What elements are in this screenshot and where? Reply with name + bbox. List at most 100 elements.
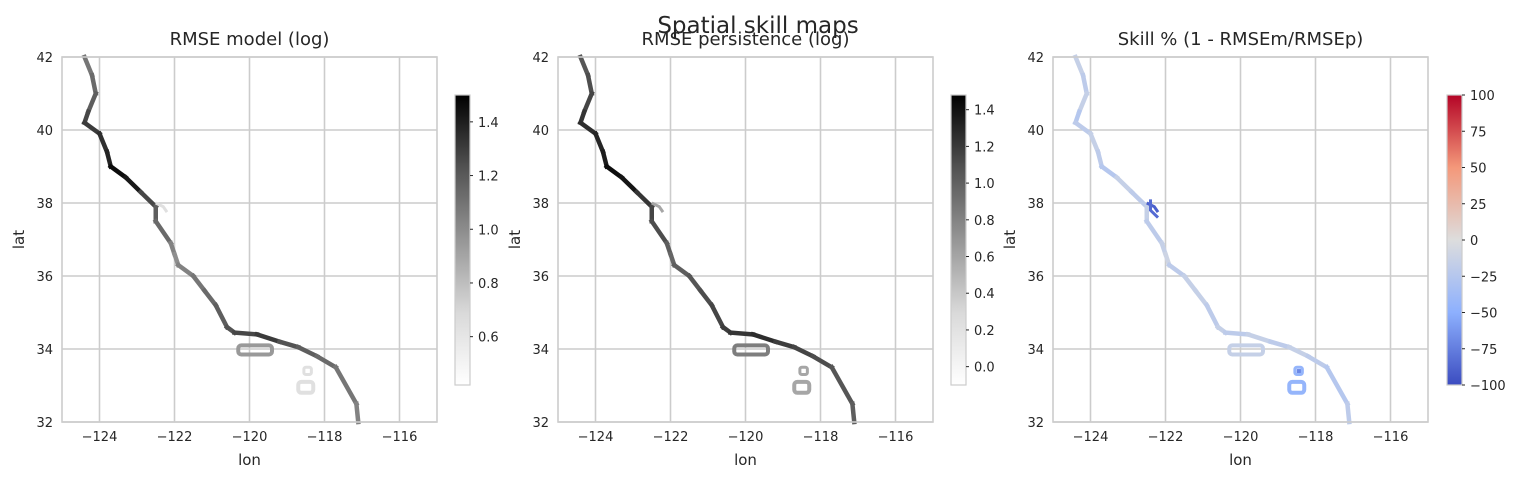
coast-cell	[1192, 287, 1210, 309]
y-tick-label: 32	[532, 416, 549, 431]
coast-cell	[353, 401, 361, 425]
coast-cell	[107, 163, 129, 181]
coast-cell	[1286, 344, 1312, 360]
colorbar-tick-label: 0.4	[974, 287, 995, 302]
coast-cell	[1181, 272, 1199, 294]
colorbar-tick-label: −25	[1470, 270, 1497, 285]
coast-cell	[232, 330, 260, 337]
coast-cell	[577, 119, 599, 137]
island-cells	[798, 365, 809, 377]
panel-title: RMSE model (log)	[170, 29, 330, 50]
coast-cell	[1087, 130, 1101, 155]
colorbar-tick-label: 0.8	[478, 277, 499, 292]
coast-cell	[671, 261, 693, 280]
x-axis-label: lon	[238, 451, 261, 469]
colorbar-tick-label: 0.2	[974, 324, 995, 339]
coast-cell	[686, 272, 704, 294]
colorbar-tick-label: −100	[1470, 379, 1506, 394]
x-tick-label: −118	[307, 430, 343, 445]
coast-cell	[828, 364, 856, 407]
axes-frame	[61, 56, 438, 423]
coast-cell	[648, 218, 670, 247]
y-axis-label: lat	[1001, 230, 1019, 249]
colorbar-tick-label: 0.6	[974, 251, 995, 266]
coast-cell	[152, 218, 174, 247]
colorbar-tick-label: 1.4	[478, 116, 499, 131]
coast-cell	[212, 302, 231, 331]
y-tick-label: 40	[36, 124, 53, 139]
coast-cell	[633, 188, 655, 210]
coast-cell	[1098, 163, 1120, 181]
coast-cell	[581, 90, 595, 115]
axes-frame	[1052, 56, 1429, 423]
colorbar-tick-label: 0	[1470, 234, 1478, 249]
colorbar-tick-label: −50	[1470, 307, 1497, 322]
coast-cell	[89, 72, 99, 97]
y-tick-label: 36	[532, 270, 549, 285]
x-tick-label: −122	[157, 430, 193, 445]
hotspot-cells	[1149, 199, 1160, 219]
y-axis-label: lat	[10, 230, 28, 249]
y-axis-label: lat	[506, 230, 524, 249]
coast-cell	[1245, 331, 1274, 345]
coast-cell	[201, 287, 219, 309]
coast-cell	[1223, 330, 1251, 337]
island-cells	[732, 343, 770, 357]
x-tick-label: −116	[1373, 430, 1409, 445]
colorbar-tick-label: 100	[1470, 89, 1495, 104]
island-cells	[1293, 365, 1304, 377]
x-tick-label: −124	[578, 430, 614, 445]
island-cells	[296, 379, 316, 395]
coast-cell	[791, 344, 817, 360]
coast-cell	[750, 331, 779, 345]
coast-cell	[175, 261, 197, 280]
figure-title: Spatial skill maps	[657, 13, 858, 39]
panel-rmse-persistence: −124 −122 −120 −118 −116 32 34 36 38 40 42 lon lat RM…	[506, 29, 995, 469]
coast-cell	[137, 188, 159, 210]
coast-cell	[81, 54, 95, 79]
coast-cell	[592, 130, 606, 155]
y-tick-label: 36	[1027, 270, 1044, 285]
coast-cell	[1344, 401, 1352, 425]
coast-cell	[1267, 338, 1293, 350]
coast-cell	[809, 353, 835, 371]
bay-cells	[155, 201, 169, 213]
coast-cell	[1076, 90, 1090, 115]
coast-cell	[254, 331, 283, 345]
colorbar-tick-label: −75	[1470, 343, 1497, 358]
y-tick-label: 42	[532, 51, 549, 66]
colorbar-tick-label: 1.0	[478, 223, 499, 238]
x-tick-label: −122	[653, 430, 689, 445]
island-cells	[302, 365, 313, 377]
colorbar-tick-label: 75	[1470, 125, 1487, 140]
coast-cell	[1072, 54, 1086, 79]
island-cells	[792, 379, 812, 395]
hotspot-cell	[1296, 369, 1303, 376]
colorbar-tick-label: 1.4	[974, 104, 995, 119]
island-cells	[236, 343, 274, 357]
colorbar-tick-label: 0.0	[974, 361, 995, 376]
panel-title: Skill % (1 - RMSEm/RMSEp)	[1118, 29, 1364, 50]
colorbar	[950, 94, 967, 386]
x-tick-label: −120	[1223, 430, 1259, 445]
colorbar	[1446, 94, 1463, 386]
x-tick-label: −116	[878, 430, 914, 445]
coast-cell	[772, 338, 798, 350]
y-tick-label: 36	[36, 270, 53, 285]
coast-cell	[728, 330, 756, 337]
y-tick-label: 38	[1027, 197, 1044, 212]
coast-cell	[1323, 364, 1351, 407]
coast-cell	[1166, 261, 1188, 280]
coast-cell	[1143, 218, 1165, 247]
coast-cell	[1304, 353, 1330, 371]
panel-title: RMSE persistence (log)	[642, 29, 850, 50]
colorbar-tick-label: 1.2	[478, 170, 499, 185]
x-tick-label: −122	[1148, 430, 1184, 445]
colorbar-tick-label: 0.8	[974, 214, 995, 229]
y-tick-label: 40	[1027, 124, 1044, 139]
coast-cell	[603, 163, 625, 181]
coast-cell	[96, 130, 110, 155]
panel-skill: −124 −122 −120 −118 −116 32 34 36 38 40 42 lon lat Sk…	[1001, 29, 1506, 469]
coast-cell	[708, 302, 727, 331]
